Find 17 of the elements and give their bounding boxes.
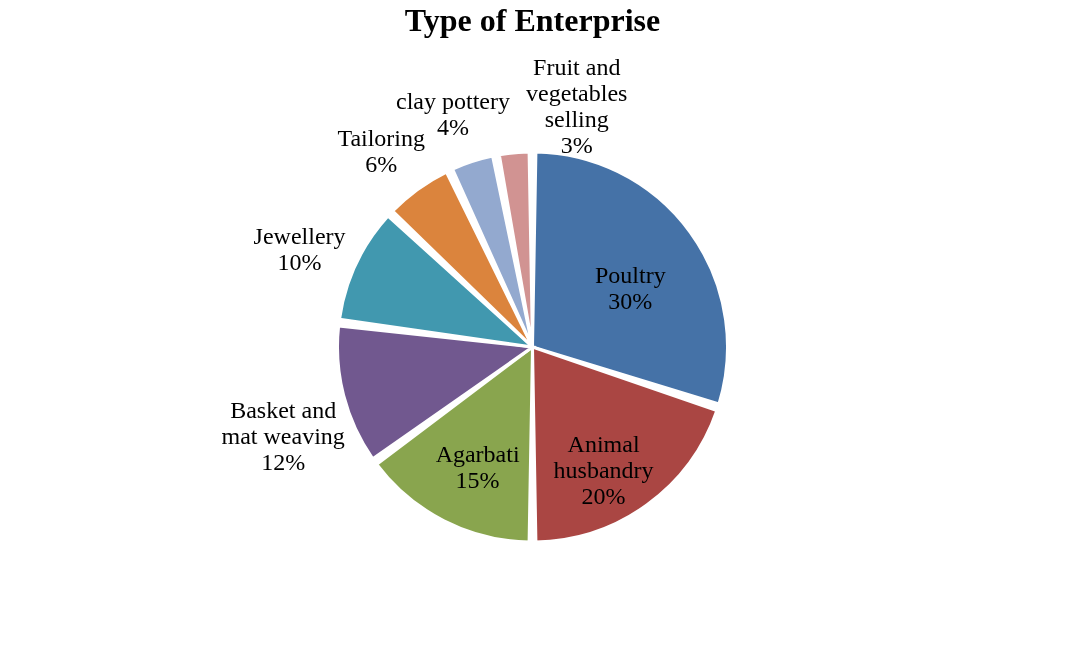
slice-label: Jewellery	[253, 223, 346, 250]
slice-label: Tailoring	[337, 124, 426, 151]
data-label: 3%	[560, 131, 593, 158]
data-label: 6%	[365, 150, 398, 177]
data-label: 4%	[436, 114, 469, 141]
data-label: 30%	[608, 287, 653, 314]
data-label: 20%	[581, 482, 626, 509]
slice-label: Agarbati	[435, 440, 520, 467]
data-label: 12%	[261, 449, 306, 476]
slice-label: Basket and mat weaving	[221, 397, 345, 450]
data-label: 15%	[455, 466, 500, 493]
slice-label: Animal husbandry	[553, 430, 654, 483]
slice-label: Poultry	[594, 261, 666, 288]
slice-label: Fruit and vegetables selling	[526, 53, 628, 132]
slice-label: clay pottery	[395, 88, 510, 115]
chart-title: Type of Enterprise	[404, 2, 661, 38]
data-label: 10%	[277, 249, 322, 276]
